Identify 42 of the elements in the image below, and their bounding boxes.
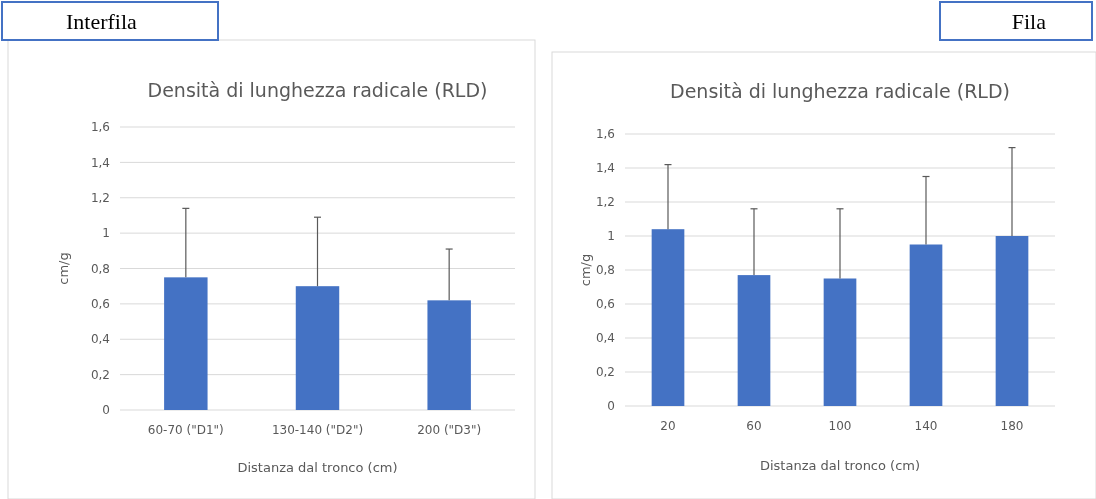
y-tick-label: 1 — [102, 226, 110, 241]
text: Fila — [1011, 8, 1047, 34]
bar — [995, 236, 1029, 406]
text: Interfila — [66, 8, 138, 34]
y-tick-label: 0,2 — [595, 365, 615, 380]
x-axis-title: Distanza dal tronco (cm) — [237, 460, 398, 475]
x-tick-label: 60 — [746, 419, 762, 433]
y-tick-label: 0 — [607, 399, 615, 414]
bar — [295, 286, 340, 410]
x-tick-label: 60-70 ("D1") — [147, 423, 224, 437]
y-tick-label: 0 — [102, 403, 110, 418]
bar — [427, 300, 471, 410]
y-tick-label: 0,8 — [90, 261, 110, 276]
bar — [651, 229, 685, 406]
x-tick-label: 180 — [1000, 419, 1024, 433]
y-tick-label: 1,6 — [595, 127, 615, 142]
x-tick-label: 100 — [828, 419, 852, 433]
x-tick-label: 130-140 ("D2") — [271, 423, 364, 437]
y-tick-label: 1 — [607, 229, 615, 244]
bar — [823, 278, 857, 406]
bar — [909, 244, 943, 406]
y-tick-label: 0,2 — [90, 367, 110, 382]
y-axis-title: cm/g — [56, 252, 71, 285]
y-tick-label: 1,2 — [90, 190, 110, 205]
y-tick-label: 0,6 — [90, 297, 110, 312]
y-tick-label: 0,4 — [595, 331, 615, 346]
y-tick-label: 1,4 — [90, 155, 110, 170]
x-tick-label: 200 ("D3") — [417, 423, 482, 437]
bar — [737, 275, 771, 406]
bar — [164, 277, 208, 410]
y-tick-label: 1,2 — [595, 195, 615, 210]
x-tick-label: 20 — [660, 419, 676, 433]
y-tick-label: 0,6 — [595, 297, 615, 312]
y-tick-label: 1,4 — [595, 161, 615, 176]
y-tick-label: 0,8 — [595, 263, 615, 278]
y-tick-label: 1,6 — [90, 120, 110, 135]
chart-title: Densità di lunghezza radicale (RLD) — [147, 79, 488, 101]
x-axis-title: Distanza dal tronco (cm) — [759, 458, 921, 473]
x-tick-label: 140 — [914, 419, 938, 433]
chart-title: Densità di lunghezza radicale (RLD) — [670, 80, 1010, 102]
y-axis-title: cm/g — [578, 253, 593, 287]
y-tick-label: 0,4 — [90, 332, 110, 347]
